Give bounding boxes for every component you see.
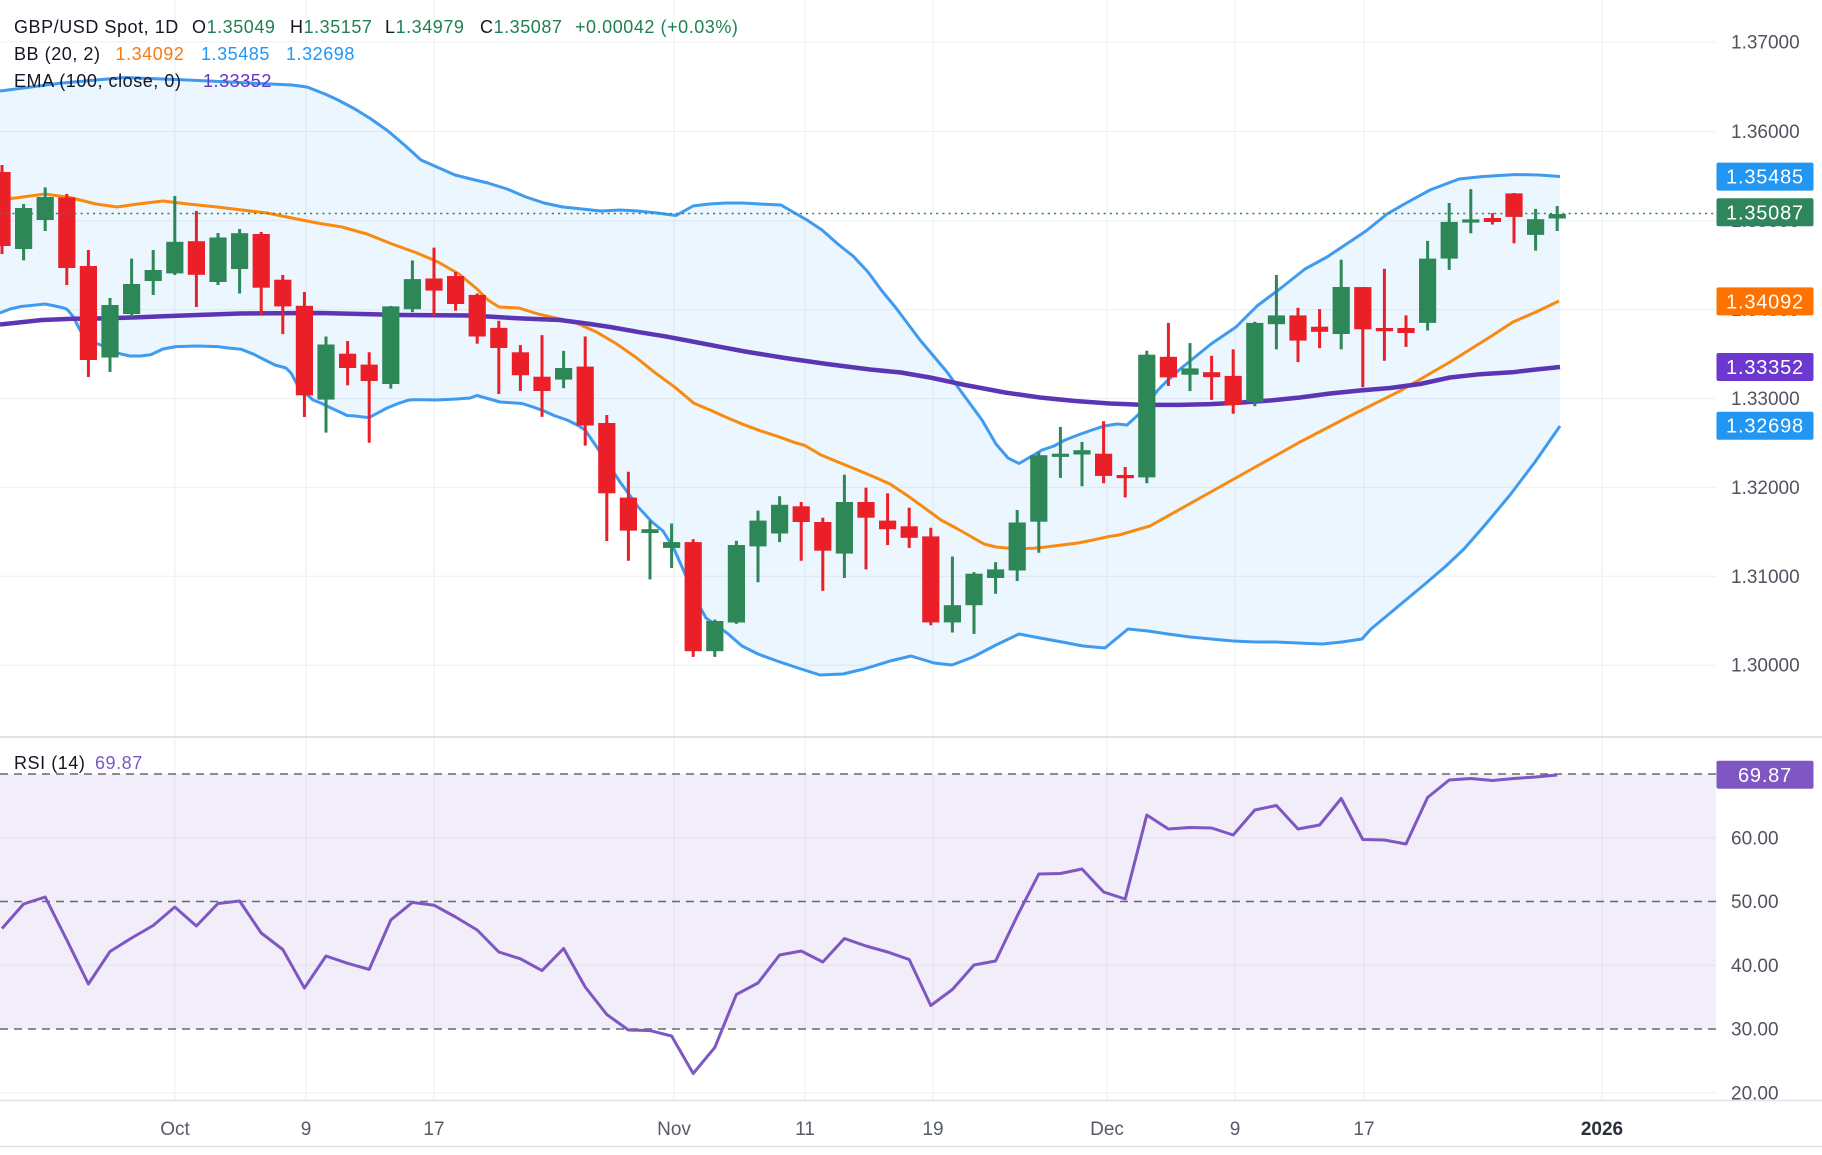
svg-text:11: 11 (795, 1119, 815, 1140)
svg-text:1.35485: 1.35485 (1726, 167, 1804, 189)
svg-text:30.00: 30.00 (1731, 1020, 1779, 1041)
svg-text:17: 17 (423, 1119, 444, 1140)
svg-text:1.34092: 1.34092 (1726, 291, 1804, 313)
svg-text:69.87: 69.87 (1738, 765, 1792, 787)
svg-text:Nov: Nov (657, 1119, 691, 1140)
svg-text:RSI (14)69.87: RSI (14) 69.87 (14, 753, 143, 773)
svg-text:50.00: 50.00 (1731, 892, 1779, 913)
svg-text:19: 19 (922, 1119, 943, 1140)
svg-text:1.31000: 1.31000 (1731, 567, 1800, 588)
svg-text:Dec: Dec (1090, 1119, 1124, 1140)
svg-text:40.00: 40.00 (1731, 956, 1779, 977)
svg-text:1.36000: 1.36000 (1731, 122, 1800, 143)
svg-text:1.37000: 1.37000 (1731, 33, 1800, 54)
svg-text:1.33000: 1.33000 (1731, 389, 1800, 410)
svg-text:1.35087: 1.35087 (1726, 202, 1804, 224)
svg-text:1.32000: 1.32000 (1731, 478, 1800, 499)
svg-text:1.30000: 1.30000 (1731, 656, 1800, 677)
svg-text:9: 9 (1230, 1119, 1241, 1140)
svg-text:1.33352: 1.33352 (1726, 357, 1804, 379)
svg-text:17: 17 (1353, 1119, 1374, 1140)
svg-text:1.32698: 1.32698 (1726, 416, 1804, 438)
svg-text:Oct: Oct (160, 1119, 190, 1140)
svg-text:60.00: 60.00 (1731, 828, 1779, 849)
svg-text:EMA (100, close, 0)1.33352: EMA (100, close, 0) 1.33352 (14, 71, 272, 91)
svg-text:2026: 2026 (1581, 1119, 1623, 1140)
svg-text:9: 9 (301, 1119, 312, 1140)
svg-text:20.00: 20.00 (1731, 1083, 1779, 1104)
